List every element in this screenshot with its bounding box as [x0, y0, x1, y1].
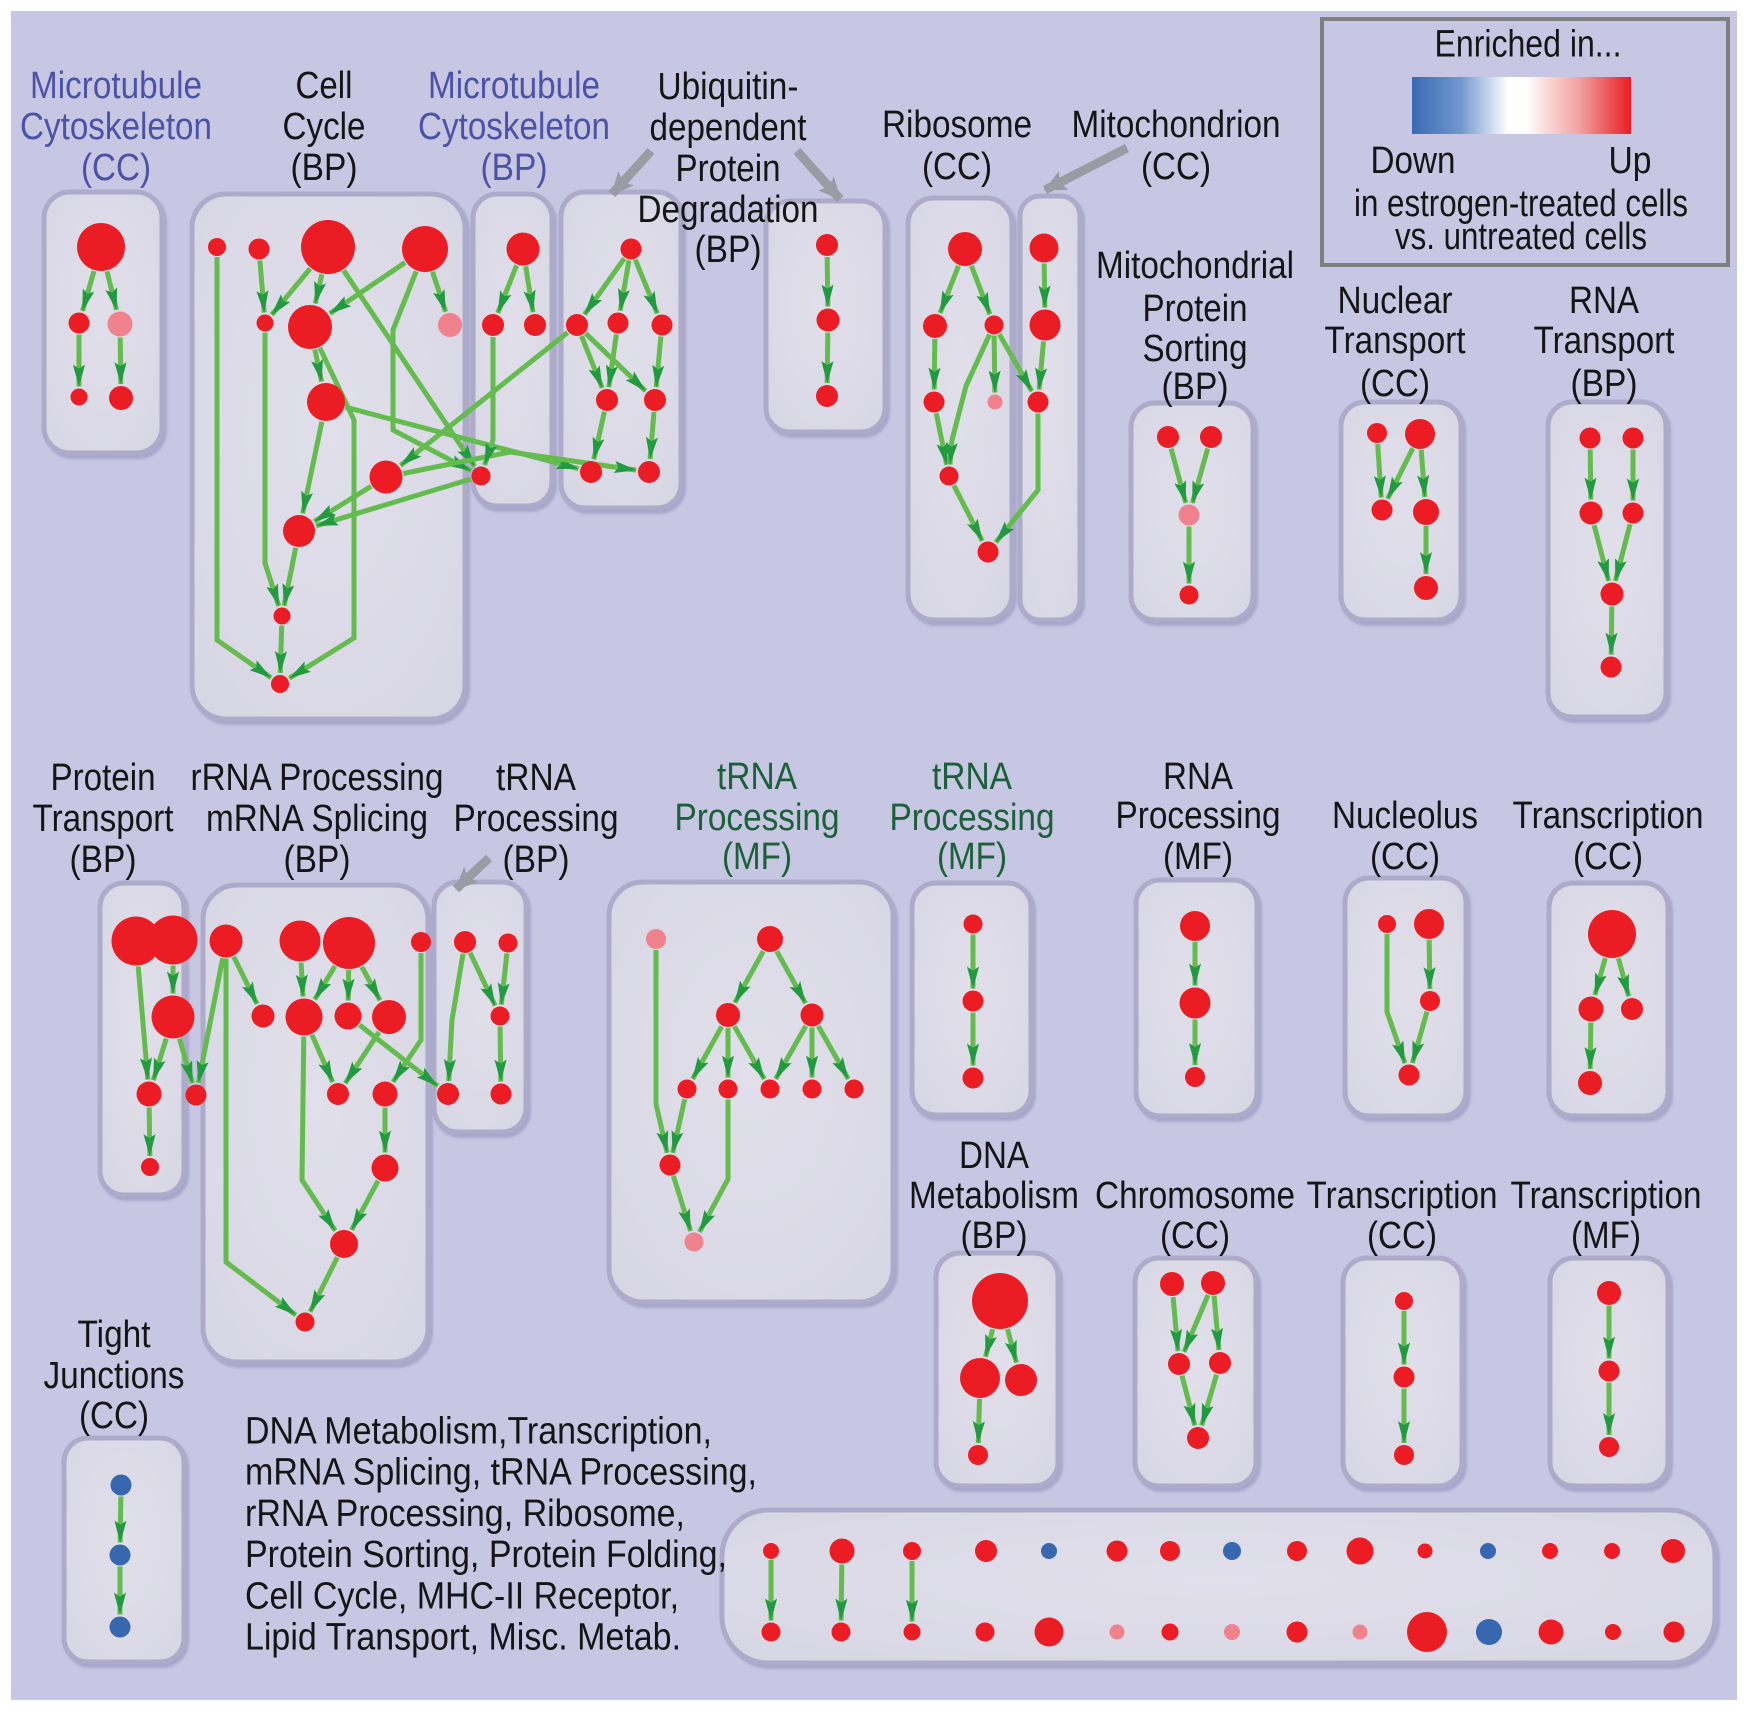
svg-text:Down: Down	[1371, 140, 1456, 182]
svg-text:(CC): (CC)	[1360, 363, 1430, 405]
svg-text:dependent: dependent	[650, 107, 807, 149]
svg-text:(MF): (MF)	[1571, 1215, 1641, 1257]
svg-text:Transport: Transport	[1534, 320, 1675, 362]
svg-text:(CC): (CC)	[1160, 1215, 1230, 1257]
svg-text:Microtubule: Microtubule	[30, 65, 202, 107]
svg-text:Transcription: Transcription	[1511, 1175, 1702, 1217]
svg-text:Transport: Transport	[1325, 320, 1466, 362]
svg-text:Degradation: Degradation	[638, 189, 819, 231]
svg-text:(CC): (CC)	[922, 146, 992, 188]
svg-text:Lipid Transport, Misc. Metab.: Lipid Transport, Misc. Metab.	[245, 1617, 681, 1659]
svg-text:(CC): (CC)	[1141, 146, 1211, 188]
svg-text:Ribosome: Ribosome	[882, 104, 1032, 146]
svg-text:tRNA: tRNA	[717, 756, 798, 798]
svg-text:(MF): (MF)	[1163, 836, 1233, 878]
svg-text:Tight: Tight	[78, 1314, 151, 1356]
svg-text:Metabolism: Metabolism	[909, 1175, 1079, 1217]
svg-text:(BP): (BP)	[1571, 363, 1638, 405]
svg-text:RNA: RNA	[1569, 280, 1640, 322]
svg-text:Mitochondrion: Mitochondrion	[1072, 104, 1281, 146]
svg-text:(BP): (BP)	[70, 839, 137, 881]
svg-text:vs. untreated cells: vs. untreated cells	[1395, 216, 1647, 258]
svg-text:Sorting: Sorting	[1143, 328, 1248, 370]
svg-text:Processing: Processing	[1116, 795, 1281, 837]
svg-text:(BP): (BP)	[481, 147, 548, 189]
svg-text:mRNA Splicing: mRNA Splicing	[206, 798, 428, 840]
svg-text:(MF): (MF)	[937, 836, 1007, 878]
svg-text:(BP): (BP)	[1162, 366, 1229, 408]
svg-text:(BP): (BP)	[695, 229, 762, 271]
svg-text:rRNA Processing, Ribosome,: rRNA Processing, Ribosome,	[245, 1493, 685, 1535]
svg-text:DNA: DNA	[959, 1135, 1030, 1177]
svg-text:tRNA: tRNA	[496, 757, 577, 799]
svg-text:Transcription: Transcription	[1513, 795, 1704, 837]
svg-text:Transport: Transport	[33, 798, 174, 840]
svg-text:DNA Metabolism,Transcription,: DNA Metabolism,Transcription,	[245, 1411, 712, 1453]
svg-text:rRNA Processing: rRNA Processing	[191, 757, 444, 799]
svg-text:Nuclear: Nuclear	[1338, 280, 1453, 322]
svg-text:Chromosome: Chromosome	[1095, 1175, 1295, 1217]
svg-text:Mitochondrial: Mitochondrial	[1096, 245, 1294, 287]
svg-text:(BP): (BP)	[503, 839, 570, 881]
svg-text:(CC): (CC)	[1573, 836, 1643, 878]
svg-text:(BP): (BP)	[291, 147, 358, 189]
svg-text:Cytoskeleton: Cytoskeleton	[20, 106, 212, 148]
svg-text:Protein: Protein	[51, 757, 156, 799]
svg-text:Processing: Processing	[454, 798, 619, 840]
svg-text:Enriched in...: Enriched in...	[1435, 24, 1622, 66]
svg-text:Cytoskeleton: Cytoskeleton	[418, 106, 610, 148]
svg-text:(BP): (BP)	[284, 839, 351, 881]
svg-text:Processing: Processing	[675, 797, 840, 839]
svg-text:(CC): (CC)	[79, 1395, 149, 1437]
svg-text:Ubiquitin-: Ubiquitin-	[658, 66, 799, 108]
svg-text:Transcription: Transcription	[1307, 1175, 1498, 1217]
svg-text:Microtubule: Microtubule	[428, 65, 600, 107]
svg-text:tRNA: tRNA	[932, 756, 1013, 798]
svg-text:(CC): (CC)	[81, 147, 151, 189]
svg-text:Cycle: Cycle	[283, 106, 366, 148]
svg-text:Protein: Protein	[1143, 288, 1248, 330]
svg-text:Processing: Processing	[890, 797, 1055, 839]
svg-text:(CC): (CC)	[1367, 1215, 1437, 1257]
svg-text:RNA: RNA	[1163, 756, 1234, 798]
svg-text:Cell Cycle, MHC-II Receptor,: Cell Cycle, MHC-II Receptor,	[245, 1575, 679, 1617]
svg-text:Protein: Protein	[676, 148, 781, 190]
svg-text:in estrogen-treated cells: in estrogen-treated cells	[1354, 183, 1688, 225]
svg-text:Junctions: Junctions	[44, 1355, 185, 1397]
svg-text:mRNA Splicing, tRNA Processing: mRNA Splicing, tRNA Processing,	[245, 1452, 757, 1494]
svg-text:(MF): (MF)	[722, 836, 792, 878]
svg-text:Up: Up	[1609, 140, 1652, 182]
svg-text:Cell: Cell	[296, 65, 353, 107]
svg-text:(BP): (BP)	[961, 1215, 1028, 1257]
svg-text:Nucleolus: Nucleolus	[1332, 795, 1478, 837]
svg-text:(CC): (CC)	[1370, 836, 1440, 878]
svg-text:Protein Sorting, Protein Foldi: Protein Sorting, Protein Folding,	[245, 1534, 727, 1576]
